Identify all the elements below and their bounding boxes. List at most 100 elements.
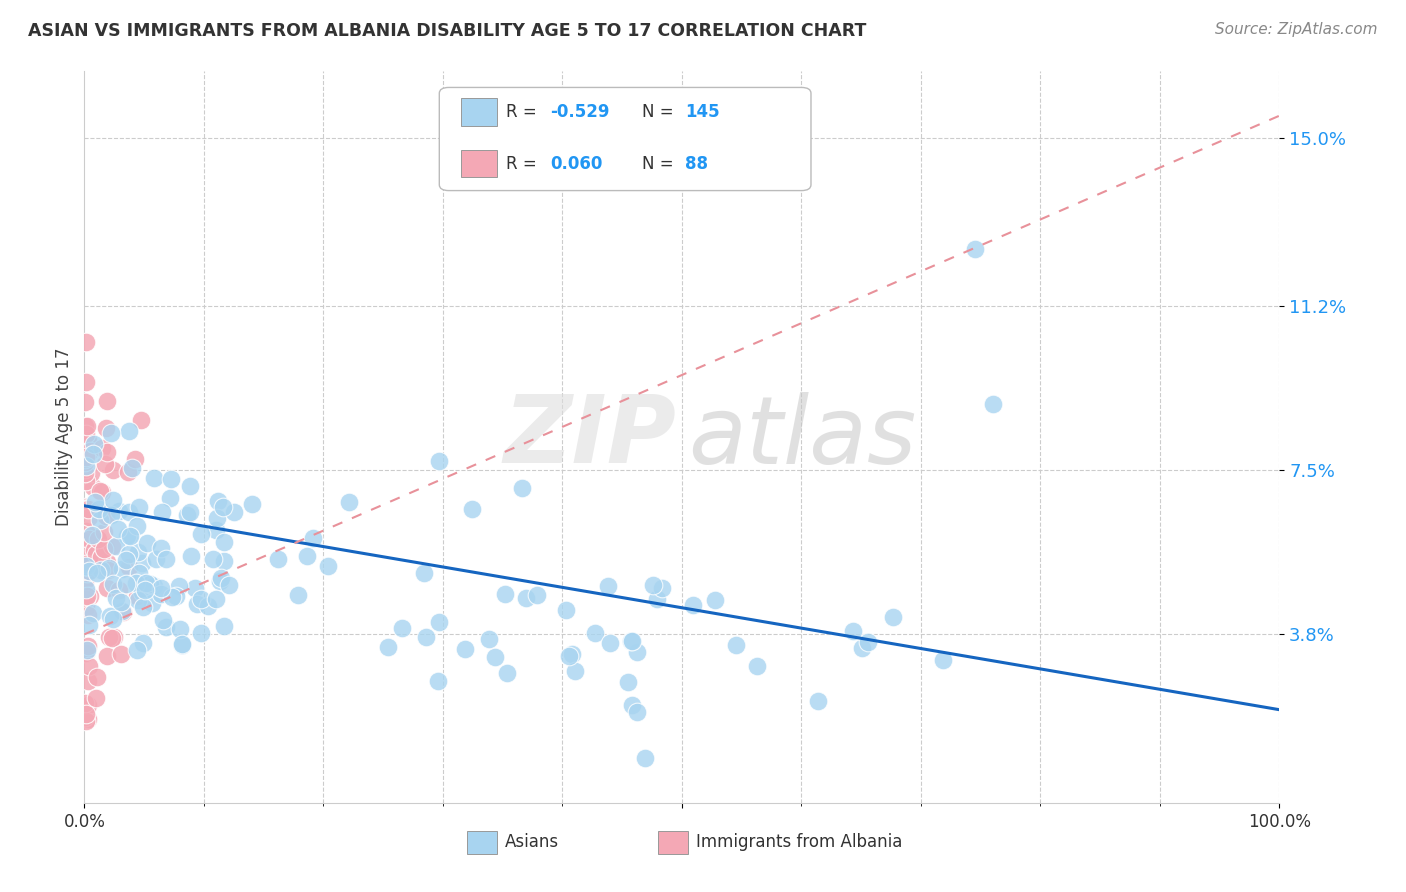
Point	[73, 647, 96, 661]
Point	[426, 674, 449, 689]
Point	[981, 397, 1004, 411]
Point	[129, 413, 152, 427]
Point	[963, 242, 986, 256]
Point	[165, 589, 187, 603]
Point	[180, 549, 202, 563]
Point	[75, 707, 97, 722]
Text: Source: ZipAtlas.com: Source: ZipAtlas.com	[1215, 22, 1378, 37]
Point	[454, 641, 477, 656]
Point	[76, 607, 98, 622]
Point	[77, 510, 100, 524]
Point	[75, 558, 97, 572]
Point	[75, 556, 97, 570]
Point	[931, 653, 953, 667]
Point	[77, 433, 100, 447]
Point	[626, 645, 648, 659]
Point	[84, 690, 107, 705]
Point	[583, 626, 606, 640]
Point	[620, 698, 643, 712]
Point	[89, 513, 111, 527]
Point	[76, 566, 98, 581]
Point	[212, 618, 235, 632]
Point	[150, 505, 173, 519]
Point	[316, 558, 339, 573]
Point	[634, 751, 657, 765]
Point	[90, 563, 112, 577]
Point	[599, 636, 621, 650]
Point	[75, 559, 97, 574]
Point	[427, 453, 450, 467]
Point	[512, 481, 534, 495]
Point	[110, 595, 132, 609]
Point	[167, 579, 190, 593]
Point	[169, 623, 191, 637]
Point	[132, 636, 155, 650]
Point	[222, 505, 245, 519]
Point	[190, 591, 212, 606]
Point	[554, 603, 576, 617]
Point	[108, 503, 131, 517]
Point	[267, 552, 290, 566]
Point	[205, 523, 228, 537]
Text: N =: N =	[643, 154, 679, 172]
Point	[82, 528, 104, 542]
Point	[73, 533, 96, 548]
Point	[75, 466, 97, 480]
Point	[111, 561, 134, 575]
Point	[287, 589, 309, 603]
Point	[75, 714, 97, 728]
Point	[90, 485, 112, 500]
Point	[301, 531, 323, 545]
Point	[150, 581, 173, 595]
Point	[882, 609, 904, 624]
Point	[142, 471, 165, 485]
Point	[703, 593, 725, 607]
Point	[205, 511, 228, 525]
Point	[76, 594, 98, 608]
Point	[724, 638, 747, 652]
Point	[96, 393, 118, 408]
Point	[82, 607, 104, 621]
Point	[100, 425, 122, 440]
Point	[77, 712, 100, 726]
Point	[212, 500, 235, 515]
Point	[128, 500, 150, 514]
Point	[101, 631, 124, 645]
Point	[104, 539, 127, 553]
Point	[641, 577, 664, 591]
Point	[856, 635, 879, 649]
Point	[83, 542, 105, 557]
Point	[75, 455, 97, 469]
Point	[496, 665, 519, 680]
Point	[155, 552, 177, 566]
Point	[111, 605, 134, 619]
Point	[73, 574, 96, 588]
Point	[127, 519, 149, 533]
Point	[91, 441, 114, 455]
Point	[82, 479, 104, 493]
Point	[197, 599, 219, 614]
Point	[93, 541, 115, 556]
Point	[96, 581, 118, 595]
Point	[682, 598, 704, 612]
Point	[75, 579, 97, 593]
Point	[105, 591, 128, 605]
Point	[79, 590, 101, 604]
Point	[135, 576, 157, 591]
Text: 88: 88	[686, 154, 709, 172]
Point	[75, 599, 97, 614]
Point	[100, 508, 122, 523]
Point	[131, 600, 153, 615]
Point	[118, 528, 141, 542]
Point	[103, 576, 125, 591]
Point	[179, 479, 201, 493]
Point	[96, 555, 118, 569]
Point	[190, 626, 212, 640]
Bar	[658, 830, 688, 854]
Point	[110, 647, 132, 661]
Point	[851, 640, 873, 655]
Point	[412, 566, 434, 581]
Bar	[467, 830, 496, 854]
Point	[115, 577, 138, 591]
Point	[77, 565, 100, 579]
